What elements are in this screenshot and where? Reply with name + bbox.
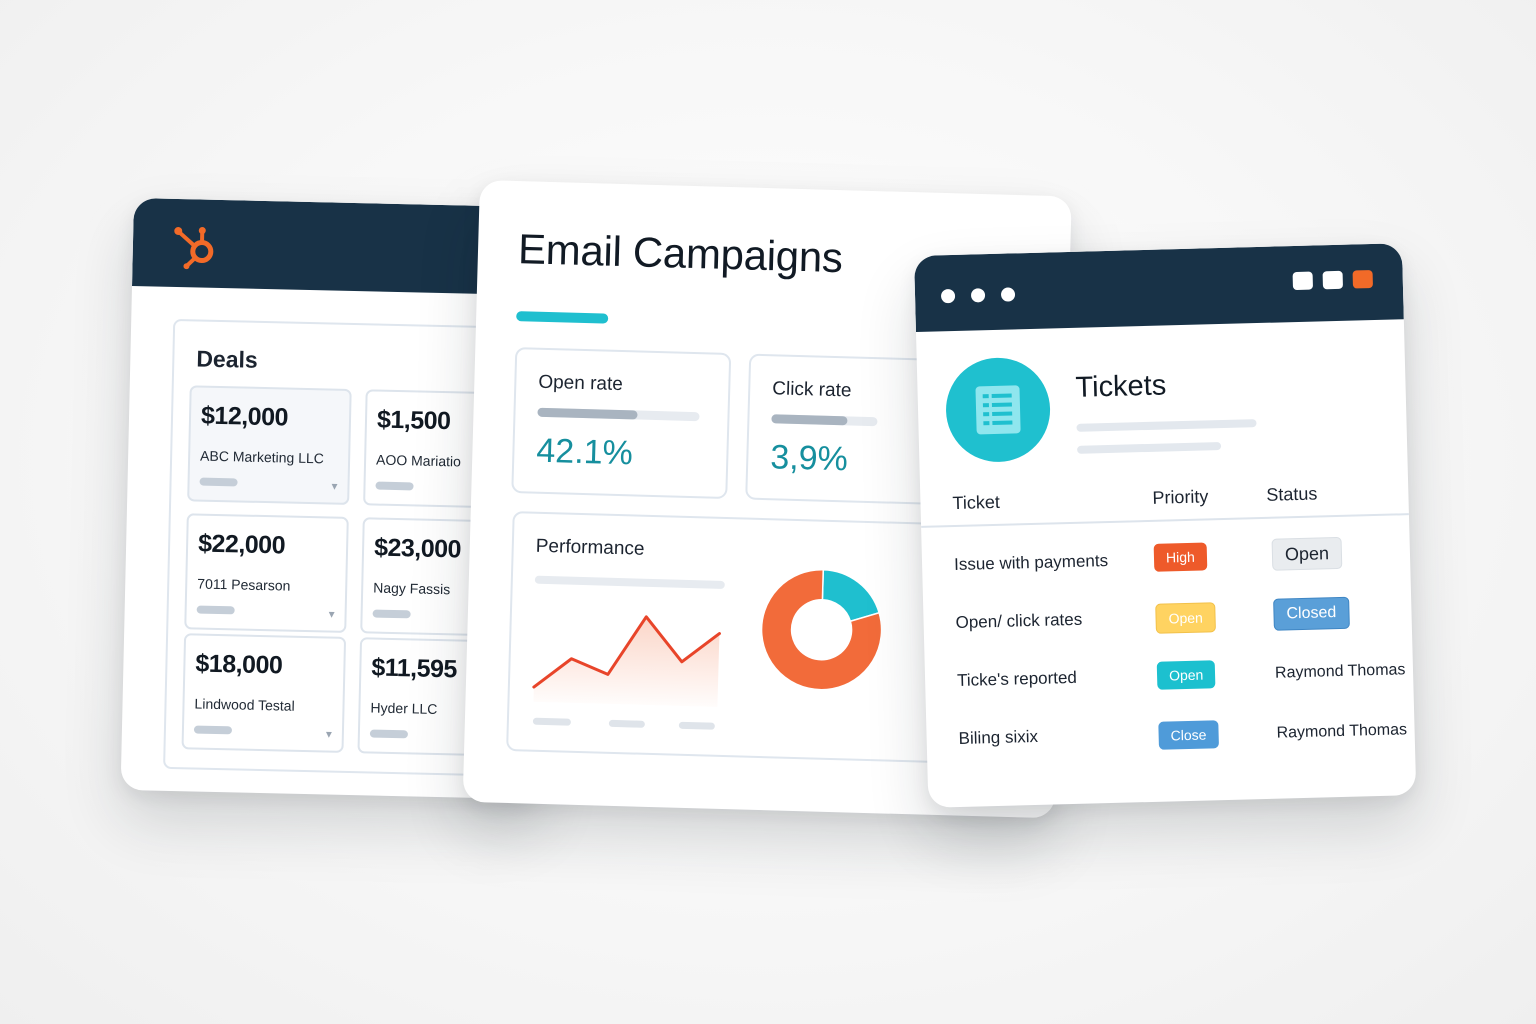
donut-slice	[760, 568, 883, 691]
tickets-window: Tickets Ticket Priority Status Issue wit…	[914, 243, 1416, 808]
subtitle-placeholder-bar	[1076, 419, 1256, 432]
performance-line-chart	[527, 592, 741, 738]
metric-value: 3,9%	[770, 438, 849, 479]
deal-company: Hyder LLC	[370, 699, 437, 717]
window-dot-icon[interactable]	[971, 288, 985, 302]
chevron-down-icon[interactable]: ▼	[329, 482, 339, 493]
window-dot-icon[interactable]	[941, 289, 955, 303]
deal-card[interactable]: $18,000 Lindwood Testal ▼	[182, 633, 347, 753]
deal-company: ABC Marketing LLC	[200, 448, 324, 467]
maximize-icon[interactable]	[1323, 271, 1343, 290]
metric-label: Open rate	[538, 372, 623, 396]
subtitle-placeholder-bar	[1077, 442, 1221, 454]
title-accent-bar	[516, 311, 608, 324]
metric-progress-fill	[771, 414, 848, 425]
tickets-title: Tickets	[1075, 369, 1167, 404]
status-assignee: Raymond Thomas	[1275, 661, 1406, 682]
minimize-icon[interactable]	[1293, 272, 1313, 291]
header-divider	[921, 513, 1409, 528]
open-rate-card[interactable]: Open rate 42.1%	[511, 347, 731, 499]
line-area	[533, 614, 719, 707]
hubspot-sprocket-icon[interactable]	[170, 225, 221, 270]
deal-bar	[370, 729, 408, 738]
performance-subtitle-bar	[535, 576, 725, 589]
ticket-name[interactable]: Issue with payments	[954, 551, 1108, 575]
deals-title: Deals	[196, 345, 258, 373]
ticket-list-icon	[945, 357, 1052, 464]
email-campaigns-title: Email Campaigns	[517, 225, 843, 282]
tickets-titlebar	[914, 243, 1404, 332]
priority-badge[interactable]: Open	[1157, 660, 1216, 690]
close-icon[interactable]	[1353, 270, 1373, 289]
x-tick-placeholder	[609, 720, 645, 728]
deal-bar	[197, 606, 235, 615]
column-header-status[interactable]: Status	[1266, 484, 1318, 506]
deal-company: 7011 Pesarson	[197, 576, 290, 594]
deal-company: AOO Mariatio	[376, 452, 461, 470]
deal-card[interactable]: $22,000 7011 Pesarson ▼	[184, 513, 349, 633]
deal-bar	[199, 478, 237, 487]
deal-company: Lindwood Testal	[194, 696, 294, 714]
deal-bar	[375, 482, 413, 491]
performance-title: Performance	[535, 536, 644, 561]
x-tick-placeholder	[679, 722, 715, 730]
performance-donut-chart	[758, 566, 885, 693]
status-assignee: Raymond Thomas	[1276, 721, 1407, 742]
chevron-down-icon[interactable]: ▼	[324, 729, 334, 740]
priority-badge[interactable]: High	[1154, 542, 1208, 571]
metric-value: 42.1%	[536, 432, 633, 474]
deal-amount: $18,000	[195, 650, 283, 681]
deal-bar	[373, 610, 411, 619]
deal-amount: $1,500	[377, 406, 451, 437]
column-header-ticket[interactable]: Ticket	[952, 492, 1000, 514]
priority-badge[interactable]: Open	[1155, 602, 1216, 634]
deal-bar	[194, 725, 232, 734]
deal-company: Nagy Fassis	[373, 580, 450, 598]
column-header-priority[interactable]: Priority	[1152, 486, 1209, 508]
status-badge[interactable]: Closed	[1273, 597, 1350, 631]
metric-progress	[537, 408, 699, 422]
deal-amount: $22,000	[198, 530, 286, 561]
x-tick-placeholder	[533, 718, 571, 726]
deal-amount: $12,000	[201, 402, 289, 433]
deal-amount: $23,000	[374, 534, 462, 565]
priority-badge[interactable]: Close	[1158, 720, 1219, 750]
ticket-name[interactable]: Ticke's reported	[957, 668, 1077, 691]
metric-label: Click rate	[772, 378, 852, 402]
deal-amount: $11,595	[371, 654, 457, 685]
window-dot-icon[interactable]	[1001, 287, 1015, 301]
chevron-down-icon[interactable]: ▼	[327, 609, 337, 620]
metric-progress	[771, 414, 877, 426]
donut-slice	[822, 570, 880, 622]
deal-card[interactable]: $12,000 ABC Marketing LLC ▼	[187, 385, 352, 505]
ticket-name[interactable]: Open/ click rates	[955, 610, 1082, 633]
status-badge[interactable]: Open	[1272, 537, 1343, 571]
ticket-name[interactable]: Biling sixix	[958, 727, 1038, 749]
metric-progress-fill	[537, 408, 638, 420]
